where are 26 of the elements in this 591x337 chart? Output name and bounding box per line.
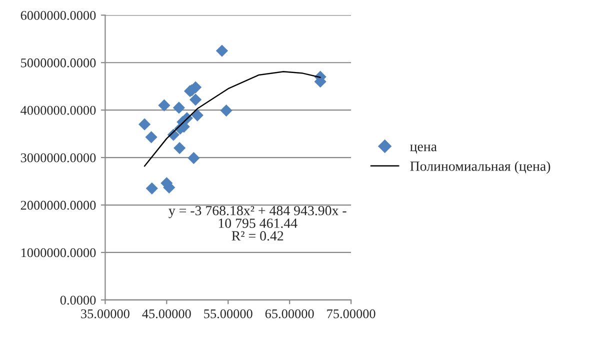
x-tick-label: 75.00000: [327, 309, 376, 318]
x-tick-label: 35.00000: [81, 309, 130, 318]
point: [191, 109, 204, 122]
point: [188, 152, 200, 164]
y-tick-label: 1000000.0000: [21, 248, 96, 258]
point: [146, 182, 158, 194]
y-tick-label: 3000000.0000: [20, 153, 96, 162]
point: [138, 118, 151, 130]
point: [174, 142, 186, 154]
x-tick-label: 45.00000: [142, 309, 191, 318]
point: [158, 99, 170, 112]
point: [145, 131, 158, 144]
legend-label: Полиномиальная (цена): [410, 161, 550, 174]
x-tick-label: 55.00000: [204, 309, 252, 318]
y-tick-label: 2000000.0000: [20, 200, 96, 210]
y-tick-label: 4000000.0000: [20, 106, 96, 115]
point: [216, 44, 228, 57]
y-tick-label: 5000000.0000: [21, 58, 96, 68]
legend-label: цена: [410, 144, 437, 154]
point: [189, 94, 202, 106]
y-tick-label: 0.0000: [60, 296, 96, 305]
point: [172, 102, 186, 114]
point: [220, 104, 232, 117]
y-tick-label: 6000000.0000: [20, 10, 96, 20]
x-tick-label: 65.00000: [265, 309, 314, 318]
annotation: y = -3 768.18x² + 484 943.90x - 10 795 461.44 R² = 0.42: [168, 206, 346, 241]
